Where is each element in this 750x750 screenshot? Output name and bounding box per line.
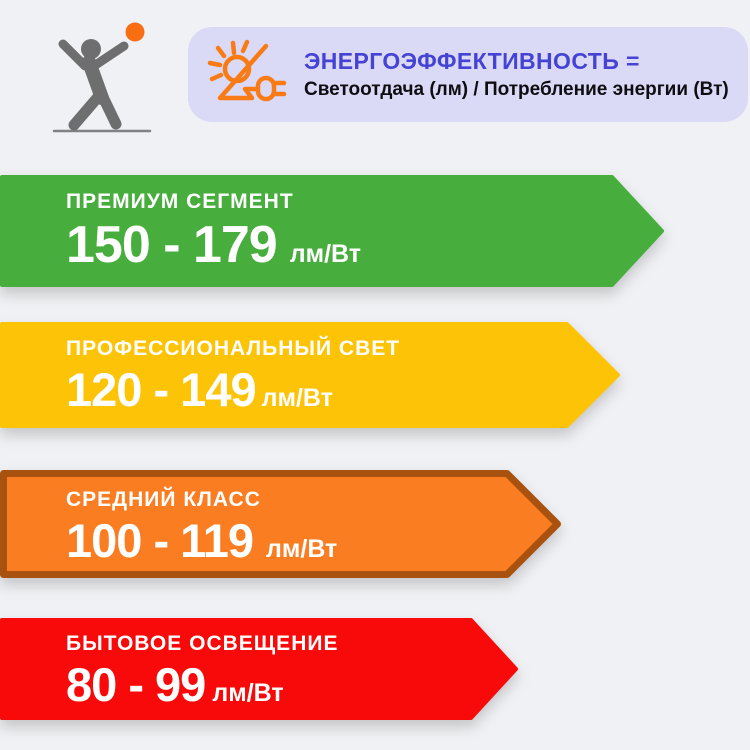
segment-unit: лм/Вт xyxy=(289,240,362,268)
segment-range: 150 - 179 xyxy=(66,216,278,274)
left-arm xyxy=(58,39,90,71)
header-formula: Светоотдача (лм) / Потребление энергии (… xyxy=(304,78,729,100)
arrow-shape xyxy=(0,175,664,287)
left-leg xyxy=(68,91,104,131)
segment-range: 120 - 149 xyxy=(66,363,257,416)
head xyxy=(81,39,101,59)
segment-label: ПРЕМИУМ СЕГМЕНТ xyxy=(66,190,294,213)
segment-unit: лм/Вт xyxy=(266,535,338,563)
arrow-shape xyxy=(0,322,620,428)
segment-professional-text: ПРОФЕССИОНАЛЬНЫЙ СВЕТ 120 - 149 лм/Вт xyxy=(0,322,567,415)
header-title: ЭНЕРГОЭФФЕКТИВНОСТЬ = xyxy=(304,47,640,74)
jumping-person-icon xyxy=(52,22,152,133)
segment-label: СРЕДНИЙ КЛАСС xyxy=(66,488,261,511)
segment-range: 80 - 99 xyxy=(66,658,206,711)
segment-unit: лм/Вт xyxy=(261,384,333,412)
right-arm xyxy=(92,41,129,69)
segment-premium-text: ПРЕМИУМ СЕГМЕНТ 150 - 179 лм/Вт xyxy=(0,175,612,272)
arrow-shape xyxy=(0,470,561,578)
segment-label: ПРОФЕССИОНАЛЬНЫЙ СВЕТ xyxy=(66,337,401,360)
segment-arrow-household xyxy=(0,618,518,720)
segment-arrow-professional xyxy=(0,322,620,428)
ball-icon xyxy=(125,22,145,42)
right-leg xyxy=(97,91,122,130)
segment-label: БЫТОВОЕ ОСВЕЩЕНИЕ xyxy=(66,632,339,655)
segment-arrow-premium xyxy=(0,175,664,287)
segment-household-text: БЫТОВОЕ ОСВЕЩЕНИЕ 80 - 99 лм/Вт xyxy=(0,618,471,710)
segment-middle-text: СРЕДНИЙ КЛАСС 100 - 119 лм/Вт xyxy=(0,470,511,566)
segment-arrow-middle xyxy=(0,470,564,578)
segment-range: 100 - 119 xyxy=(66,514,254,567)
bulb-sun-plug-icon xyxy=(207,39,287,101)
header-box: ЭНЕРГОЭФФЕКТИВНОСТЬ = Светоотдача (лм) /… xyxy=(188,27,748,122)
arrow-shape xyxy=(0,618,518,720)
segment-unit: лм/Вт xyxy=(212,679,284,707)
